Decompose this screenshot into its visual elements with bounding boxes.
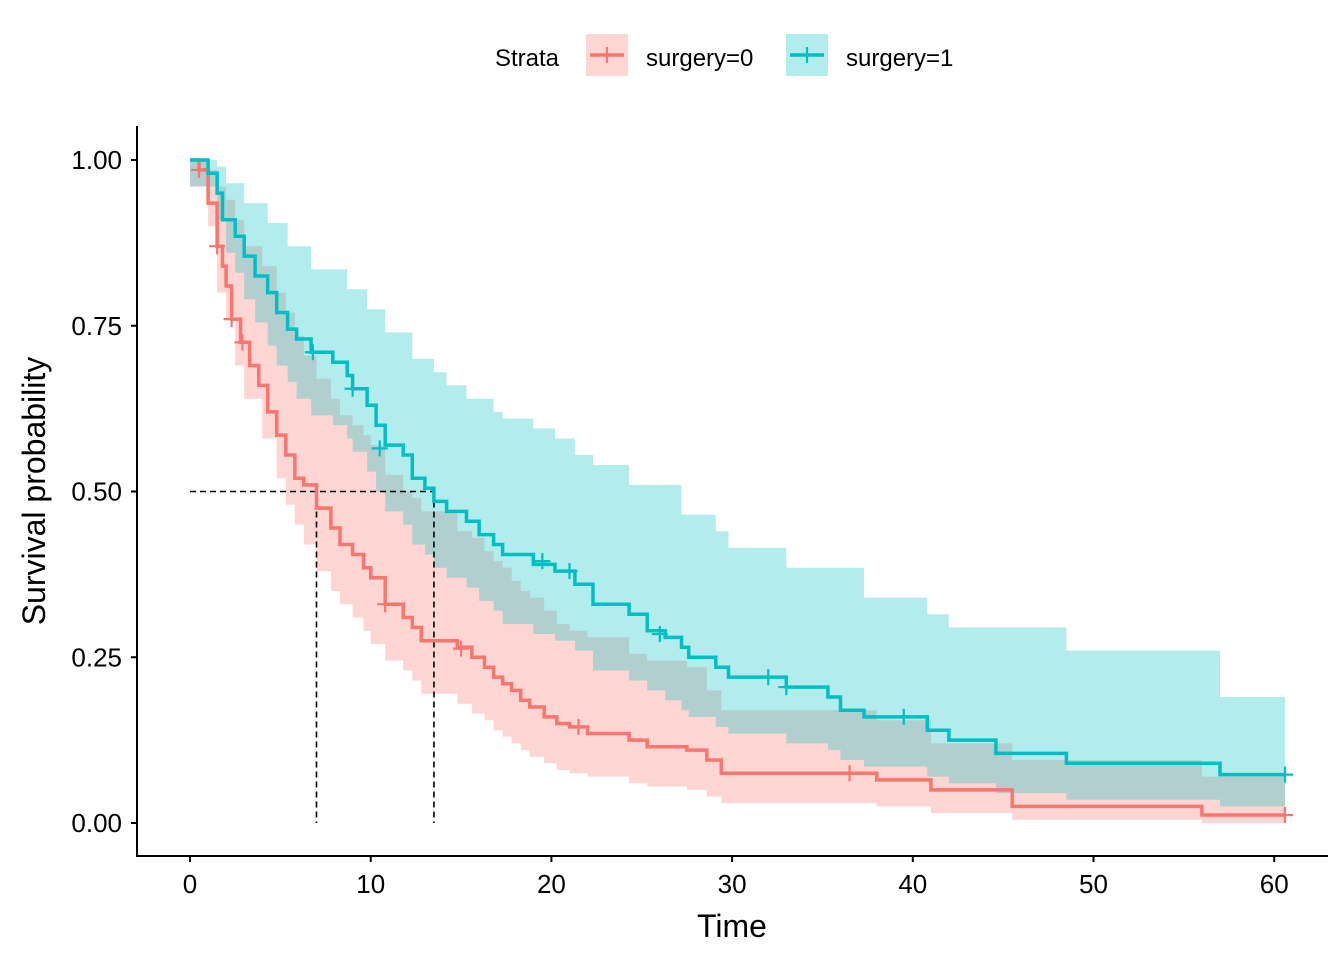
censor-mark: [191, 161, 208, 178]
survival-curves: [190, 158, 1285, 817]
y-tick-label: 0.00: [71, 808, 122, 838]
survival-curve-surgery-0: [190, 158, 1285, 817]
censor-mark: [304, 344, 321, 361]
censor-mark: [209, 238, 226, 255]
censor-mark: [841, 765, 858, 782]
censor-mark: [223, 311, 240, 328]
censor-mark: [1277, 807, 1294, 824]
censor-mark: [377, 596, 394, 613]
legend-label: surgery=0: [646, 45, 753, 72]
y-axis-ticks: 0.00 0.25 0.50 0.75 1.00: [71, 145, 137, 838]
x-tick-label: 0: [183, 869, 197, 899]
x-tick-label: 30: [718, 869, 747, 899]
censor-marks: [191, 161, 1294, 824]
y-axis-label: Survival probability: [16, 357, 52, 626]
censor-mark: [651, 626, 668, 643]
y-tick-label: 0.50: [71, 477, 122, 507]
confidence-band-surgery-1: [190, 160, 1285, 807]
censor-mark: [453, 640, 470, 657]
median-lines: [190, 490, 435, 823]
censor-mark: [778, 679, 795, 696]
legend: Strata surgery=0 surgery=1: [495, 34, 953, 76]
censor-mark: [371, 440, 388, 457]
x-tick-label: 50: [1079, 869, 1108, 899]
censor-mark: [234, 334, 251, 351]
censor-mark: [534, 553, 551, 570]
x-tick-label: 40: [898, 869, 927, 899]
confidence-band-surgery-0: [190, 160, 1285, 823]
x-tick-label: 20: [537, 869, 566, 899]
legend-title: Strata: [495, 45, 560, 72]
x-axis-ticks: 0 10 20 30 40 50 60: [183, 856, 1289, 899]
y-tick-label: 1.00: [71, 145, 122, 175]
censor-mark: [1277, 766, 1294, 783]
y-tick-label: 0.75: [71, 311, 122, 341]
x-tick-label: 60: [1260, 869, 1289, 899]
x-tick-label: 10: [356, 869, 385, 899]
x-axis-label: Time: [697, 908, 767, 944]
censor-mark: [561, 563, 578, 580]
survival-curve-surgery-1: [190, 158, 1285, 777]
censor-mark: [344, 380, 361, 397]
legend-label: surgery=1: [846, 45, 953, 72]
censor-mark: [895, 708, 912, 725]
censor-mark: [570, 718, 587, 735]
y-tick-label: 0.25: [71, 642, 122, 672]
confidence-bands: [190, 160, 1285, 823]
censor-mark: [760, 669, 777, 686]
